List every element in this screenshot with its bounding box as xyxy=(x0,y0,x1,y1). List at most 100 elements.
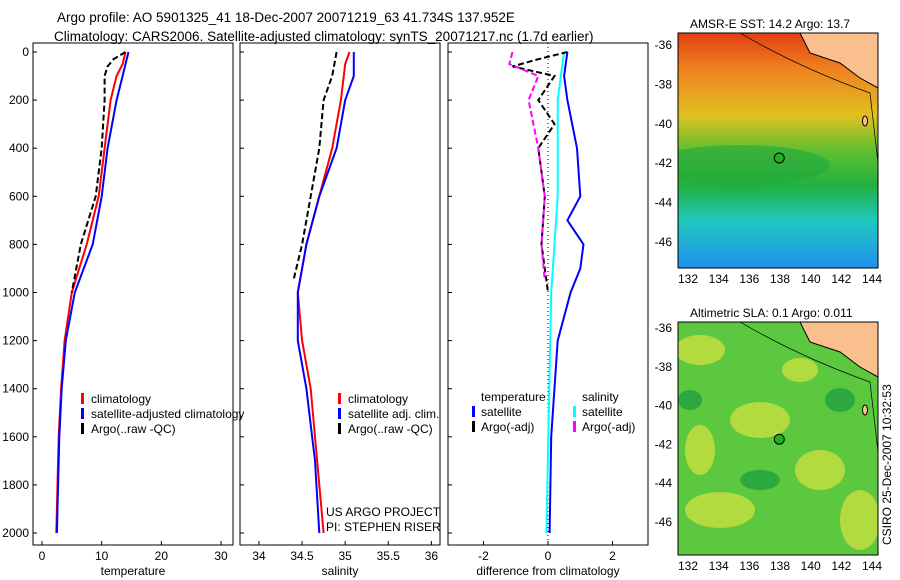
legend-label: satellite adj. clim. xyxy=(348,407,439,421)
legend-header: temperature xyxy=(481,390,546,404)
sst-patch xyxy=(678,145,830,185)
land xyxy=(799,322,878,378)
map-frame xyxy=(677,321,879,556)
y-tick-label: 0 xyxy=(22,45,29,59)
lat-tick-label: -46 xyxy=(655,235,673,249)
side-label: CSIRO 25-Dec-2007 10:32:53 xyxy=(880,384,894,545)
legend-swatch xyxy=(338,393,341,404)
y-tick-label: 1600 xyxy=(2,430,29,444)
legend-label: Argo(-adj) xyxy=(582,420,635,434)
x-tick-label: 10 xyxy=(95,549,109,563)
legend-label: Argo(-adj) xyxy=(481,420,534,434)
legend-label: Argo(..raw -QC) xyxy=(91,422,176,436)
legend-swatch xyxy=(338,408,341,419)
x-tick-label: 35 xyxy=(338,549,352,563)
y-tick-label: 1800 xyxy=(2,478,29,492)
series-temperature-satellite xyxy=(545,51,566,534)
legend-swatch xyxy=(472,406,475,417)
lat-tick-label: -44 xyxy=(655,196,673,210)
panel-1-frame xyxy=(239,42,441,546)
x-tick-label: 20 xyxy=(155,549,169,563)
lon-tick-label: 142 xyxy=(831,272,851,286)
legend-label: climatology xyxy=(348,392,408,406)
lat-tick-label: -36 xyxy=(655,321,673,335)
legend-swatch xyxy=(81,393,84,404)
legend-label: Argo(..raw -QC) xyxy=(348,422,433,436)
lon-tick-label: 144 xyxy=(862,272,882,286)
legend-swatch xyxy=(472,421,475,432)
y-tick-label: 2000 xyxy=(2,526,29,540)
x-tick-label: 30 xyxy=(214,549,228,563)
lon-tick-label: 138 xyxy=(770,559,790,573)
island xyxy=(862,404,868,416)
series-salinity-argo-adj- xyxy=(508,51,546,281)
sla-patch xyxy=(782,358,818,382)
x-tick-label: -2 xyxy=(478,549,489,563)
lon-tick-label: 132 xyxy=(678,559,698,573)
y-tick-label: 1000 xyxy=(2,286,29,300)
legend-swatch xyxy=(573,406,576,417)
sla-patch xyxy=(685,492,755,528)
contour xyxy=(739,33,878,164)
legend-header: salinity xyxy=(582,390,619,404)
map-1 xyxy=(678,33,878,268)
series-salinity-satellite xyxy=(548,51,585,534)
x-tick-label: 36 xyxy=(425,549,439,563)
legend-swatch xyxy=(81,423,84,434)
lon-tick-label: 136 xyxy=(739,272,759,286)
map-2 xyxy=(678,322,878,555)
x-tick-label: 34.5 xyxy=(290,549,314,563)
credit-project: US ARGO PROJECT xyxy=(326,505,441,519)
lon-tick-label: 134 xyxy=(709,272,729,286)
series-satellite-adj-clim- xyxy=(296,52,355,534)
argo-marker xyxy=(773,433,785,445)
x-axis-label: difference from climatology xyxy=(476,564,619,578)
legend-swatch xyxy=(573,421,576,432)
y-tick-label: 1200 xyxy=(2,334,29,348)
lat-tick-label: -44 xyxy=(655,476,673,490)
x-tick-label: 2 xyxy=(609,549,616,563)
legend-swatch xyxy=(81,408,84,419)
lat-tick-label: -42 xyxy=(655,437,673,451)
x-axis-label: temperature xyxy=(101,564,166,578)
series-argo-raw-qc- xyxy=(70,51,127,293)
lon-tick-label: 142 xyxy=(831,559,851,573)
sla-patch xyxy=(840,490,878,550)
series-satellite-adjusted-climatology xyxy=(55,51,130,534)
lat-tick-label: -40 xyxy=(655,117,673,131)
x-tick-label: 34 xyxy=(252,549,266,563)
argo-marker xyxy=(773,152,785,164)
title-line-2: Climatology: CARS2006. Satellite-adjuste… xyxy=(54,29,594,44)
island xyxy=(862,115,868,127)
lon-tick-label: 132 xyxy=(678,272,698,286)
x-tick-label: 0 xyxy=(545,549,552,563)
x-tick-label: 35.5 xyxy=(377,549,401,563)
lon-tick-label: 136 xyxy=(739,559,759,573)
sla-patch xyxy=(730,402,790,438)
y-tick-label: 200 xyxy=(9,93,29,107)
map1-title: AMSR-E SST: 14.2 Argo: 13.7 xyxy=(690,17,851,31)
lon-tick-label: 134 xyxy=(709,559,729,573)
lat-tick-label: -42 xyxy=(655,156,673,170)
y-tick-label: 1400 xyxy=(2,382,29,396)
sla-patch xyxy=(795,450,845,490)
map2-title: Altimetric SLA: 0.1 Argo: 0.011 xyxy=(690,306,853,320)
legend-label: satellite-adjusted climatology xyxy=(91,407,244,421)
sla-patch xyxy=(740,470,780,490)
panel-0-frame xyxy=(32,42,234,546)
sla-patch xyxy=(685,425,715,475)
lat-tick-label: -36 xyxy=(655,38,673,52)
y-tick-label: 600 xyxy=(9,189,29,203)
legend-label: climatology xyxy=(91,392,151,406)
legend-swatch xyxy=(338,423,341,434)
x-tick-label: 0 xyxy=(39,549,46,563)
lon-tick-label: 138 xyxy=(770,272,790,286)
lat-tick-label: -46 xyxy=(655,515,673,529)
y-tick-label: 400 xyxy=(9,141,29,155)
lat-tick-label: -40 xyxy=(655,399,673,413)
lon-tick-label: 144 xyxy=(862,559,882,573)
sla-patch xyxy=(678,335,725,365)
lat-tick-label: -38 xyxy=(655,360,673,374)
